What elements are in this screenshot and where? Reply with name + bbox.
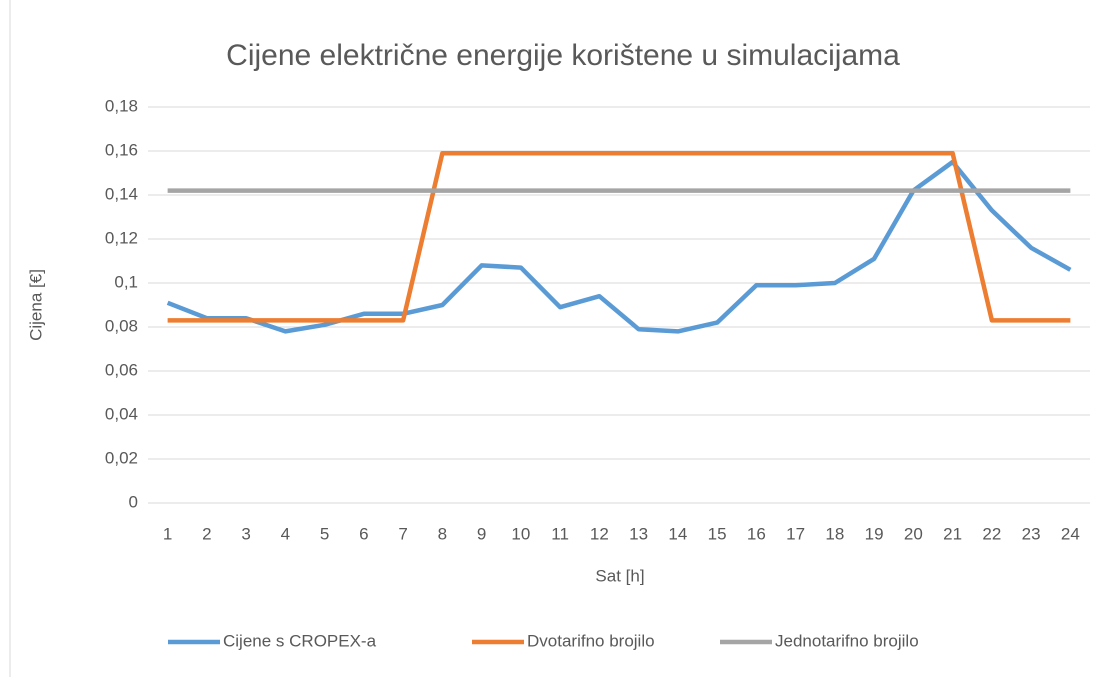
x-tick-label: 20 [904,524,923,543]
x-tick-label: 19 [865,524,884,543]
y-tick-label: 0,12 [105,228,138,247]
y-tick-label: 0,06 [105,360,138,379]
x-tick-label: 9 [477,524,486,543]
y-tick-label: 0,18 [105,96,138,115]
x-tick-label: 13 [629,524,648,543]
x-tick-label: 10 [511,524,530,543]
legend-label: Dvotarifno brojilo [527,631,655,650]
x-tick-label: 5 [320,524,329,543]
y-tick-label: 0,14 [105,184,138,203]
x-tick-label: 14 [668,524,687,543]
x-tick-label: 12 [590,524,609,543]
x-tick-label: 18 [825,524,844,543]
y-tick-label: 0,04 [105,404,138,423]
y-axis-label: Cijena [€] [26,269,45,341]
y-tick-label: 0,16 [105,140,138,159]
x-tick-label: 8 [438,524,447,543]
legend-label: Jednotarifno brojilo [775,631,919,650]
x-tick-label: 7 [398,524,407,543]
series-line [167,150,1071,323]
y-tick-label: 0 [129,492,138,511]
x-axis-label: Sat [h] [595,566,644,585]
x-tick-label: 11 [551,524,569,543]
x-tick-label: 6 [359,524,368,543]
x-tick-label: 2 [202,524,211,543]
legend-label: Cijene s CROPEX-a [223,631,377,650]
x-tick-label: 23 [1022,524,1041,543]
x-tick-label: 3 [241,524,250,543]
x-tick-label: 24 [1061,524,1080,543]
x-tick-label: 16 [747,524,766,543]
x-tick-label: 22 [982,524,1001,543]
y-tick-label: 0,02 [105,448,138,467]
series-line [166,159,1072,334]
y-tick-label: 0,1 [114,272,138,291]
chart-title: Cijene električne energije korištene u s… [226,39,900,72]
x-tick-label: 1 [163,524,172,543]
x-tick-label: 4 [281,524,290,543]
y-tick-label: 0,08 [105,316,138,335]
x-tick-label: 15 [708,524,727,543]
x-tick-label: 21 [943,524,962,543]
x-tick-label: 17 [786,524,805,543]
